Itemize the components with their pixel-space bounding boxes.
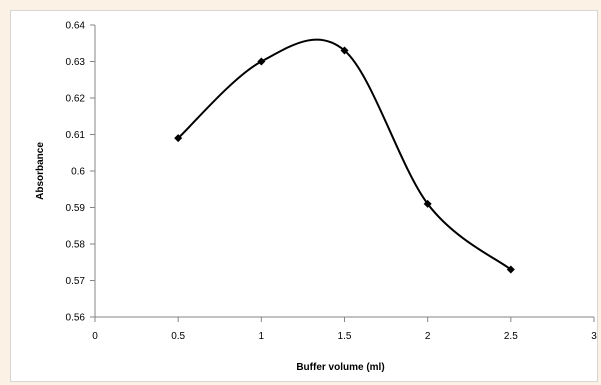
- y-tick-label: 0.6: [71, 167, 85, 178]
- data-point: [174, 134, 183, 143]
- x-tick-label: 1.5: [338, 331, 352, 342]
- x-tick-label: 0: [92, 331, 98, 342]
- x-tick-label: 3: [591, 331, 597, 342]
- x-axis-title: Buffer volume (ml): [296, 362, 384, 373]
- series-line: [177, 38, 512, 271]
- series-layer: [177, 38, 512, 271]
- x-tick-label: 1: [259, 331, 265, 342]
- data-point: [340, 46, 349, 55]
- data-point: [257, 57, 266, 66]
- x-tick-label: 0.5: [171, 331, 185, 342]
- chart-area: [10, 10, 598, 382]
- y-tick-label: 0.62: [66, 94, 86, 105]
- axes: [90, 24, 595, 322]
- y-tick-label: 0.63: [66, 57, 86, 68]
- y-tick-label: 0.64: [66, 21, 86, 32]
- data-point: [423, 199, 432, 208]
- markers-layer: [174, 46, 515, 274]
- y-tick-label: 0.58: [66, 240, 86, 251]
- x-tick-label: 2: [425, 331, 431, 342]
- x-tick-label: 2.5: [504, 331, 518, 342]
- y-tick-label: 0.56: [66, 313, 86, 324]
- y-tick-label: 0.59: [66, 203, 86, 214]
- y-tick-label: 0.61: [66, 130, 86, 141]
- y-tick-label: 0.57: [66, 276, 86, 287]
- y-axis-title: Absorbance: [35, 142, 46, 200]
- data-point: [506, 265, 515, 274]
- labels-layer: 0.56 0.57 0.58 0.59 0.6 0.61 0.62 0.63 0.64 0 0.5 1…: [66, 21, 598, 343]
